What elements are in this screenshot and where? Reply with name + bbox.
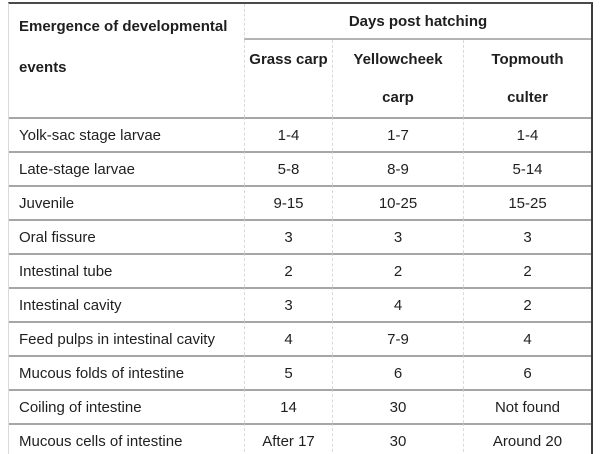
value-cell: 15-25 [463, 185, 591, 219]
value-cell: 2 [463, 287, 591, 321]
table-row-juvenile: Juvenile 9-15 10-25 15-25 [9, 185, 591, 219]
value-cell: 4 [463, 321, 591, 355]
value-cell: 14 [244, 389, 332, 423]
group-header-row: Emergence of developmental events Days p… [9, 4, 591, 76]
value-cell: 3 [244, 219, 332, 253]
event-cell: Intestinal cavity [9, 287, 244, 321]
table-row-feed-pulps: Feed pulps in intestinal cavity 4 7-9 4 [9, 321, 591, 355]
value-cell: 1-7 [332, 117, 463, 151]
event-cell: Late-stage larvae [9, 151, 244, 185]
value-cell: 2 [332, 253, 463, 287]
value-cell: After 17 [244, 423, 332, 454]
value-cell: 6 [332, 355, 463, 389]
value-cell: 6 [463, 355, 591, 389]
value-cell: 5-8 [244, 151, 332, 185]
table-header: Emergence of developmental events Days p… [9, 4, 591, 117]
table-row-intestinal-cavity: Intestinal cavity 3 4 2 [9, 287, 591, 321]
value-cell: 9-15 [244, 185, 332, 219]
value-cell: 30 [332, 423, 463, 454]
value-cell: 1-4 [463, 117, 591, 151]
value-cell: 10-25 [332, 185, 463, 219]
value-cell: 2 [244, 253, 332, 287]
value-cell: Not found [463, 389, 591, 423]
event-cell: Mucous folds of intestine [9, 355, 244, 389]
column-header-grass-carp: Grass carp [244, 40, 332, 117]
column-header-topmouth-culter: Topmouth culter [463, 40, 591, 117]
event-cell: Yolk-sac stage larvae [9, 117, 244, 151]
value-cell: 30 [332, 389, 463, 423]
value-cell: 3 [332, 219, 463, 253]
table-row-coiling: Coiling of intestine 14 30 Not found [9, 389, 591, 423]
table-row-mucous-folds: Mucous folds of intestine 5 6 6 [9, 355, 591, 389]
value-cell: 5 [244, 355, 332, 389]
event-cell: Oral fissure [9, 219, 244, 253]
value-cell: 2 [463, 253, 591, 287]
event-cell: Coiling of intestine [9, 389, 244, 423]
value-cell: 4 [244, 321, 332, 355]
value-cell: 8-9 [332, 151, 463, 185]
event-cell: Feed pulps in intestinal cavity [9, 321, 244, 355]
event-cell: Juvenile [9, 185, 244, 219]
table-body: Yolk-sac stage larvae 1-4 1-7 1-4 Late-s… [9, 117, 591, 454]
corner-header: Emergence of developmental events [19, 18, 228, 76]
event-cell: Intestinal tube [9, 253, 244, 287]
table-row-late-stage-larvae: Late-stage larvae 5-8 8-9 5-14 [9, 151, 591, 185]
value-cell: 4 [332, 287, 463, 321]
value-cell: 3 [244, 287, 332, 321]
developmental-events-table: Emergence of developmental events Days p… [9, 4, 591, 454]
group-header-days-post-hatching: Days post hatching [244, 4, 591, 40]
table-row-intestinal-tube: Intestinal tube 2 2 2 [9, 253, 591, 287]
table-frame: Emergence of developmental events Days p… [8, 2, 593, 454]
value-cell: 3 [463, 219, 591, 253]
table-row-yolk-sac-stage-larvae: Yolk-sac stage larvae 1-4 1-7 1-4 [9, 117, 591, 151]
column-header-yellowcheek-carp: Yellowcheek carp [332, 40, 463, 117]
value-cell: 5-14 [463, 151, 591, 185]
table-row-mucous-cells: Mucous cells of intestine After 17 30 Ar… [9, 423, 591, 454]
species-header-row: Grass carp Yellowcheek carp Topmouth cul… [9, 40, 591, 117]
value-cell: 7-9 [332, 321, 463, 355]
table-row-oral-fissure: Oral fissure 3 3 3 [9, 219, 591, 253]
value-cell: 1-4 [244, 117, 332, 151]
value-cell: Around 20 [463, 423, 591, 454]
event-cell: Mucous cells of intestine [9, 423, 244, 454]
